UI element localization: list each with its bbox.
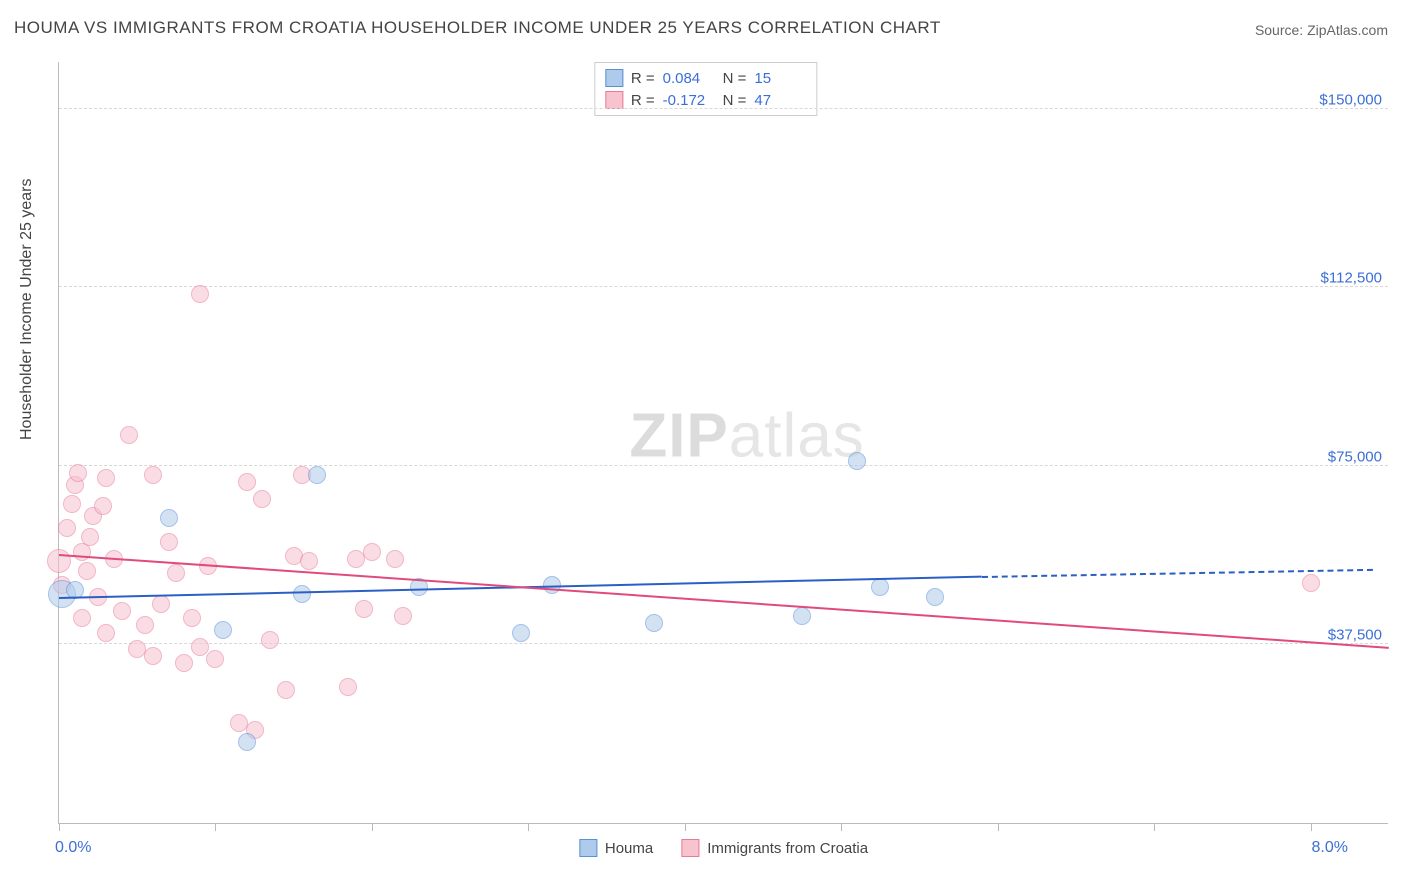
data-point bbox=[253, 490, 271, 508]
swatch-b bbox=[605, 91, 623, 109]
y-tick-label: $150,000 bbox=[1319, 91, 1390, 108]
data-point bbox=[136, 616, 154, 634]
gridline bbox=[59, 643, 1388, 644]
x-tick bbox=[372, 823, 373, 831]
data-point bbox=[144, 466, 162, 484]
data-point bbox=[261, 631, 279, 649]
data-point bbox=[144, 647, 162, 665]
legend-label-b: Immigrants from Croatia bbox=[707, 840, 868, 857]
n-value-a: 15 bbox=[754, 70, 806, 87]
x-tick bbox=[59, 823, 60, 831]
data-point bbox=[120, 426, 138, 444]
legend-item-a: Houma bbox=[579, 839, 653, 857]
n-value-b: 47 bbox=[754, 92, 806, 109]
data-point bbox=[47, 549, 71, 573]
data-point bbox=[81, 528, 99, 546]
data-point bbox=[848, 452, 866, 470]
data-point bbox=[277, 681, 295, 699]
data-point bbox=[94, 497, 112, 515]
watermark-zip: ZIP bbox=[629, 401, 728, 470]
n-label: N = bbox=[723, 70, 747, 87]
x-tick bbox=[1311, 823, 1312, 831]
data-point bbox=[238, 733, 256, 751]
swatch-b-bottom bbox=[681, 839, 699, 857]
data-point bbox=[69, 464, 87, 482]
swatch-a bbox=[605, 69, 623, 87]
x-tick bbox=[998, 823, 999, 831]
watermark-atlas: atlas bbox=[729, 401, 865, 470]
data-point bbox=[386, 550, 404, 568]
stats-row-a: R = 0.084 N = 15 bbox=[605, 67, 807, 89]
x-tick bbox=[685, 823, 686, 831]
x-axis-min-label: 0.0% bbox=[55, 839, 91, 857]
x-axis-max-label: 8.0% bbox=[1312, 839, 1348, 857]
bottom-legend: Houma Immigrants from Croatia bbox=[579, 839, 868, 857]
data-point bbox=[871, 578, 889, 596]
data-point bbox=[167, 564, 185, 582]
data-point bbox=[339, 678, 357, 696]
data-point bbox=[78, 562, 96, 580]
r-value-b: -0.172 bbox=[663, 92, 715, 109]
watermark: ZIPatlas bbox=[629, 400, 864, 471]
x-tick bbox=[1154, 823, 1155, 831]
data-point bbox=[191, 638, 209, 656]
data-point bbox=[113, 602, 131, 620]
y-tick-label: $75,000 bbox=[1328, 448, 1390, 465]
data-point bbox=[160, 533, 178, 551]
data-point bbox=[355, 600, 373, 618]
gridline bbox=[59, 286, 1388, 287]
data-point bbox=[308, 466, 326, 484]
data-point bbox=[97, 624, 115, 642]
gridline bbox=[59, 465, 1388, 466]
gridline bbox=[59, 108, 1388, 109]
chart-title: HOUMA VS IMMIGRANTS FROM CROATIA HOUSEHO… bbox=[14, 18, 941, 38]
data-point bbox=[1302, 574, 1320, 592]
swatch-a-bottom bbox=[579, 839, 597, 857]
x-tick bbox=[215, 823, 216, 831]
x-tick bbox=[528, 823, 529, 831]
trend-line bbox=[59, 554, 1389, 649]
y-axis-title: Householder Income Under 25 years bbox=[18, 179, 36, 440]
data-point bbox=[152, 595, 170, 613]
r-label: R = bbox=[631, 70, 655, 87]
chart-container: HOUMA VS IMMIGRANTS FROM CROATIA HOUSEHO… bbox=[0, 0, 1406, 892]
y-tick-label: $37,500 bbox=[1328, 627, 1390, 644]
data-point bbox=[175, 654, 193, 672]
data-point bbox=[238, 473, 256, 491]
data-point bbox=[293, 585, 311, 603]
data-point bbox=[58, 519, 76, 537]
data-point bbox=[793, 607, 811, 625]
data-point bbox=[214, 621, 232, 639]
data-point bbox=[160, 509, 178, 527]
data-point bbox=[73, 609, 91, 627]
legend-item-b: Immigrants from Croatia bbox=[681, 839, 868, 857]
legend-label-a: Houma bbox=[605, 840, 653, 857]
data-point bbox=[363, 543, 381, 561]
data-point bbox=[97, 469, 115, 487]
data-point bbox=[183, 609, 201, 627]
y-tick-label: $112,500 bbox=[1321, 270, 1390, 287]
data-point bbox=[394, 607, 412, 625]
source-attribution: Source: ZipAtlas.com bbox=[1255, 22, 1388, 38]
data-point bbox=[512, 624, 530, 642]
data-point bbox=[191, 285, 209, 303]
data-point bbox=[926, 588, 944, 606]
r-value-a: 0.084 bbox=[663, 70, 715, 87]
n-label: N = bbox=[723, 92, 747, 109]
x-tick bbox=[841, 823, 842, 831]
data-point bbox=[645, 614, 663, 632]
plot-area: ZIPatlas R = 0.084 N = 15 R = -0.172 N =… bbox=[58, 62, 1388, 824]
r-label: R = bbox=[631, 92, 655, 109]
data-point bbox=[300, 552, 318, 570]
data-point bbox=[206, 650, 224, 668]
data-point bbox=[63, 495, 81, 513]
